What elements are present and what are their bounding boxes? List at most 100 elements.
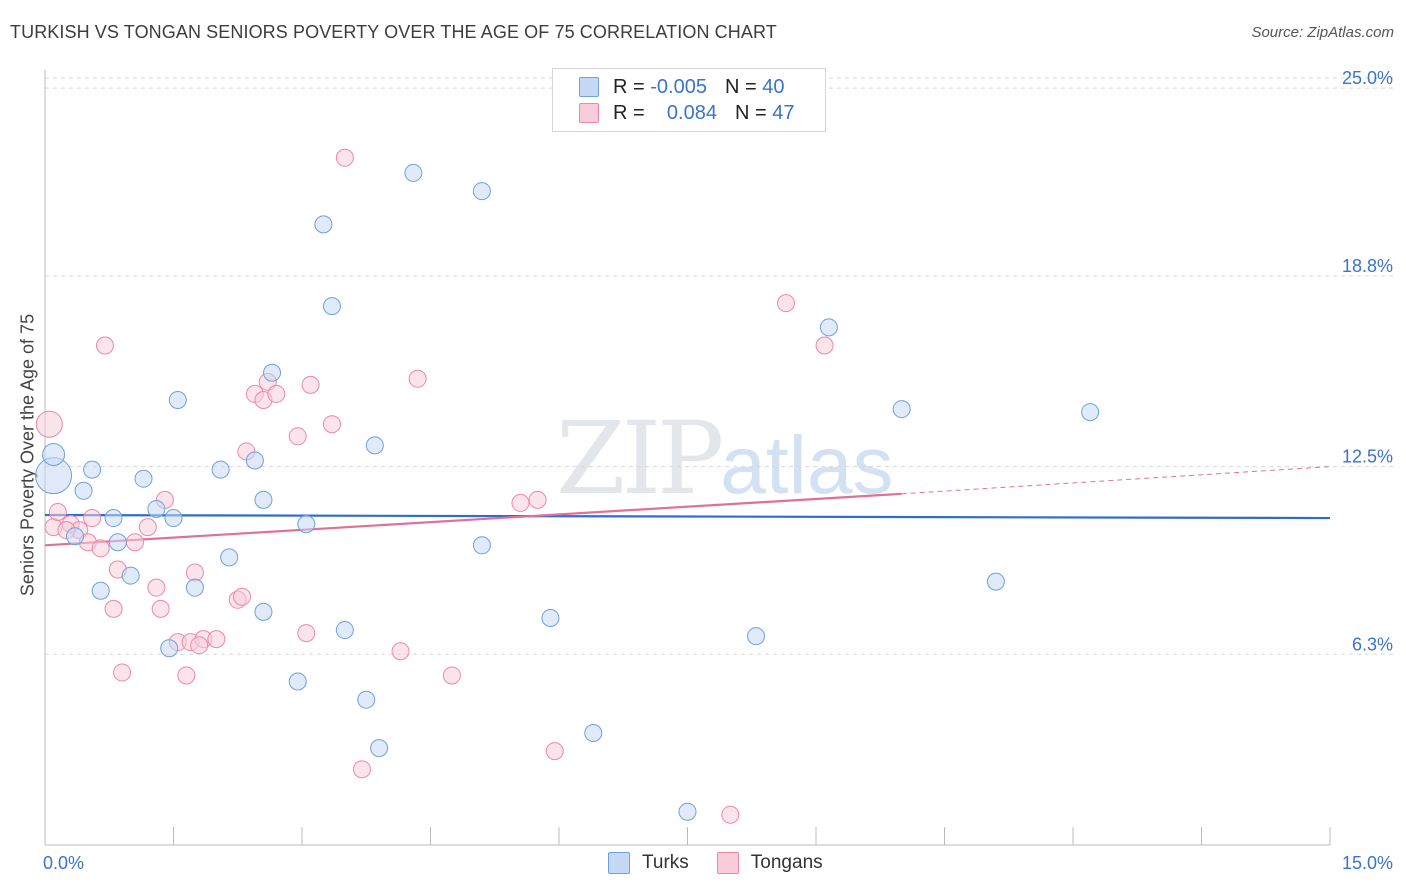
turks-point <box>357 690 376 709</box>
turks-point <box>370 739 389 758</box>
turks-point <box>108 533 127 552</box>
correlation-legend: R = -0.005 N = 40 R = 0.084 N = 47 <box>552 68 826 132</box>
turks-point <box>678 802 697 821</box>
turks-point <box>164 509 183 528</box>
turks-point <box>472 182 491 201</box>
turks-point <box>335 621 354 640</box>
turks-point <box>121 566 140 585</box>
tongans-point <box>185 563 204 582</box>
y-tick-label: 6.3% <box>1352 634 1393 654</box>
tongans-point <box>301 375 320 394</box>
watermark: ZIPatlas <box>556 400 894 517</box>
tongans-point <box>408 369 427 388</box>
tongans-legend-label: Tongans <box>750 852 823 873</box>
turks-point <box>472 536 491 555</box>
legend-item-turks[interactable]: Turks <box>608 852 689 874</box>
turks-point <box>297 515 316 534</box>
tongans-point <box>95 336 114 355</box>
turks-point <box>1081 403 1100 422</box>
turks-point <box>134 469 153 488</box>
turks-point <box>245 451 264 470</box>
turks-r-value: -0.005 <box>650 75 707 98</box>
tongans-point <box>288 427 307 446</box>
tongans-point <box>104 599 123 618</box>
tongans-point <box>48 502 67 521</box>
turks-point <box>185 578 204 597</box>
tongans-point <box>91 539 110 558</box>
turks-point <box>160 639 179 658</box>
turks-point <box>288 672 307 691</box>
turks-point <box>747 627 766 646</box>
legend-row-tongans: R = 0.084 N = 47 <box>579 100 794 126</box>
tongans-point <box>545 742 564 761</box>
watermark-zip: ZIP <box>556 400 724 517</box>
y-tick-label: 25.0% <box>1342 68 1393 88</box>
tongans-point <box>297 624 316 643</box>
turks-point <box>404 163 423 182</box>
tongans-r-value: 0.084 <box>666 101 717 124</box>
tongans-point <box>777 294 796 313</box>
turks-point <box>147 499 166 518</box>
tongans-point <box>815 336 834 355</box>
turks-point <box>584 723 603 742</box>
chart-title: TURKISH VS TONGAN SENIORS POVERTY OVER T… <box>10 22 777 42</box>
tongans-point <box>207 630 226 649</box>
turks-point <box>314 215 333 234</box>
tongans-swatch <box>579 103 599 123</box>
source-credit: Source: ZipAtlas.com <box>1251 24 1394 41</box>
turks-point <box>986 572 1005 591</box>
tongans-point <box>233 587 252 606</box>
tongans-trend-extension <box>901 466 1331 495</box>
x-tick-label-min: 0.0% <box>43 853 84 873</box>
turks-point <box>263 363 282 382</box>
tongans-point <box>528 490 547 509</box>
turks-point <box>168 390 187 409</box>
tongans-point <box>177 666 196 685</box>
tongans-point <box>721 805 740 824</box>
tongans-point <box>151 599 170 618</box>
tongans-point <box>352 760 371 779</box>
turks-swatch <box>579 77 599 97</box>
tongans-point <box>267 384 286 403</box>
tongans-trend-line <box>44 492 902 547</box>
tongans-point <box>147 578 166 597</box>
tongans-point <box>35 410 63 438</box>
tongans-point <box>113 663 132 682</box>
turks-point <box>254 490 273 509</box>
turks-point <box>104 509 123 528</box>
data-points <box>35 148 1100 824</box>
x-tick-label-max: 15.0% <box>1342 853 1393 873</box>
turks-point <box>211 460 230 479</box>
turks-legend-label: Turks <box>642 852 689 873</box>
turks-point <box>74 481 93 500</box>
turks-legend-swatch <box>608 852 630 874</box>
tongans-point <box>335 148 354 167</box>
turks-n-value: 40 <box>762 75 785 98</box>
tongans-point <box>125 533 144 552</box>
turks-point <box>42 442 66 466</box>
turks-point <box>65 527 84 546</box>
tongans-point <box>138 518 157 537</box>
turks-trend-line <box>44 513 1331 520</box>
turks-point <box>254 602 273 621</box>
turks-n-label: N = <box>724 75 757 98</box>
turks-point <box>83 460 102 479</box>
y-tick-label: 18.8% <box>1342 256 1393 276</box>
turks-point <box>220 548 239 567</box>
turks-point <box>322 297 341 316</box>
turks-point <box>819 318 838 337</box>
turks-point <box>91 581 110 600</box>
series-legend: Turks Tongans <box>608 852 851 874</box>
tongans-point <box>190 636 209 655</box>
tongans-point <box>511 493 530 512</box>
legend-item-tongans[interactable]: Tongans <box>716 852 823 874</box>
trend-lines <box>44 466 1331 547</box>
tongans-point <box>442 666 461 685</box>
tongans-point <box>322 415 341 434</box>
legend-row-turks: R = -0.005 N = 40 <box>579 74 784 100</box>
tick-labels: 6.3% 12.5% 18.8% 25.0% 0.0% 15.0% <box>43 68 1393 873</box>
turks-point <box>541 608 560 627</box>
tongans-r-label: R = <box>613 101 645 124</box>
turks-point <box>365 436 384 455</box>
